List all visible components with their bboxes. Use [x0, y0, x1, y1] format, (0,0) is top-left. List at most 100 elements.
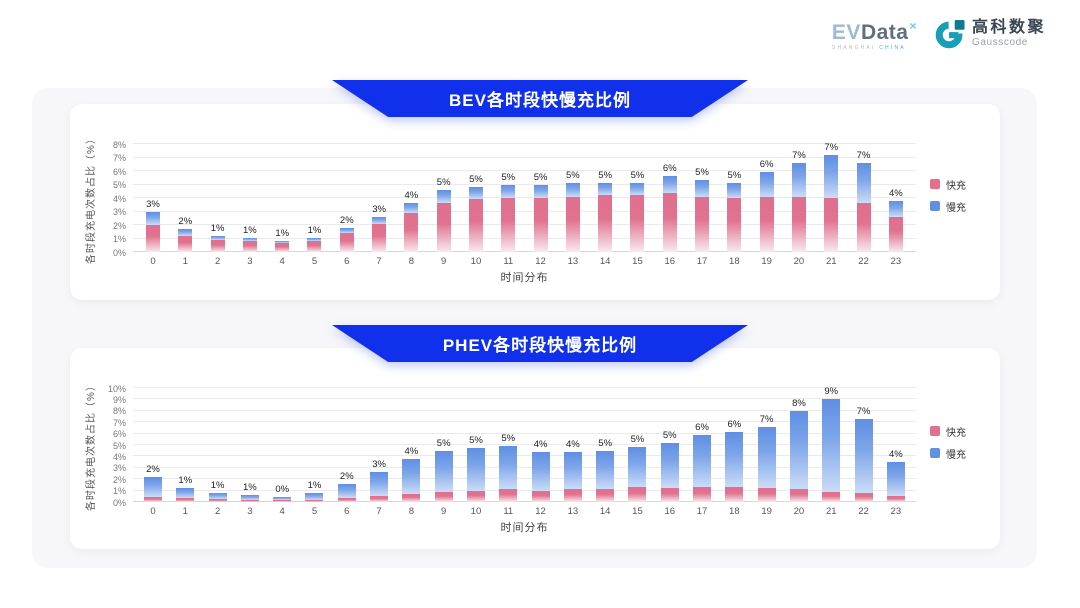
stacked-bar: 1%: [208, 480, 227, 502]
bar-column: 7% 22: [851, 144, 877, 267]
stacked-bar: 6%: [725, 419, 744, 502]
bar-column: 1% 2: [205, 388, 231, 517]
phev-chart-card: 各时段充电次数占比（%） 0% 1% 2% 3% 4% 5% 6% 7% 8% 9% 10% 2% 0…: [70, 348, 1000, 549]
gausscode-wordmark: 高科数聚 Gausscode: [972, 19, 1046, 48]
bar-segment-fast: [210, 239, 225, 252]
x-tick-label: 18: [729, 506, 740, 517]
bar-segment-slow: [434, 450, 453, 492]
bar-segment-slow: [757, 426, 776, 489]
x-tick-label: 3: [247, 256, 253, 267]
stacked-bar: 5%: [468, 174, 483, 252]
bar-segment-slow: [208, 492, 227, 500]
header-logos: EVData× SHANGHAI CHINA 高科数聚 Gausscode: [832, 16, 1046, 51]
gridline: [133, 421, 916, 423]
bar-segment-fast: [499, 489, 518, 502]
bar-value-label: 5%: [436, 176, 451, 188]
bar-value-label: 7%: [856, 149, 871, 161]
stacked-bar: 5%: [695, 167, 710, 252]
bar-column: 5% 14: [592, 144, 618, 267]
bar-value-label: 5%: [565, 170, 580, 182]
bar-column: 5% 17: [689, 144, 715, 267]
x-tick-label: 1: [182, 506, 188, 517]
bar-segment-fast: [598, 195, 613, 252]
gridline: [133, 432, 916, 434]
bar-segment-slow: [242, 237, 257, 242]
bar-value-label: 7%: [792, 149, 806, 161]
bar-segment-fast: [533, 198, 548, 252]
bar-segment-slow: [563, 451, 582, 490]
bar-segment-slow: [404, 203, 419, 213]
bar-column: 2% 1: [172, 144, 198, 267]
bar-column: 1% 2: [205, 144, 231, 267]
stacked-bar: 2%: [144, 464, 162, 502]
bar-segment-slow: [466, 448, 485, 491]
phev-chart: 各时段充电次数占比（%） 0% 1% 2% 3% 4% 5% 6% 7% 8% 9% 10% 2% 0…: [70, 348, 1000, 535]
bar-segment-slow: [337, 484, 356, 499]
x-tick-label: 20: [793, 256, 805, 267]
bar-segment-fast: [176, 498, 195, 502]
gausscode-name-cn: 高科数聚: [971, 19, 1046, 36]
bar-segment-slow: [531, 451, 550, 491]
x-tick-label: 4: [279, 256, 285, 267]
legend-label: 慢充: [946, 202, 966, 214]
bar-segment-fast: [856, 203, 871, 252]
bar-segment-slow: [854, 418, 873, 493]
stacked-bar: 5%: [630, 170, 645, 252]
bar-segment-fast: [434, 491, 453, 502]
bar-segment-slow: [176, 488, 195, 499]
y-tick-label: 10%: [107, 383, 126, 394]
bar-segment-fast: [501, 198, 516, 252]
bar-segment-slow: [759, 172, 774, 197]
bar-value-label: 3%: [372, 459, 386, 471]
bev-plot-row: 0% 1% 2% 3% 4% 5% 6% 7% 8% 3% 0 2% 1 1% 2 1% 3 1% 4 1% 5 2% 6…: [88, 140, 992, 268]
bar-segment-slow: [824, 154, 839, 198]
bar-column: 5% 10: [463, 144, 489, 267]
bar-value-label: 1%: [210, 479, 225, 491]
y-tick-label: 3%: [112, 463, 126, 474]
legend-item-fast[interactable]: 快充: [930, 177, 992, 192]
legend-item-slow[interactable]: 慢充: [930, 446, 992, 461]
y-tick-label: 3%: [112, 207, 126, 217]
gridline: [133, 197, 916, 198]
y-tick-label: 7%: [112, 417, 126, 428]
bar-segment-slow: [178, 229, 193, 236]
legend-item-slow[interactable]: 慢充: [930, 199, 992, 214]
stacked-bar: 4%: [886, 449, 905, 502]
bar-segment-slow: [822, 399, 841, 492]
bar-value-label: 6%: [695, 421, 709, 433]
evdata-ev-text: EV: [831, 21, 861, 44]
legend-item-fast[interactable]: 快充: [930, 424, 992, 439]
stacked-bar: 5%: [596, 438, 615, 502]
bar-column: 5% 14: [592, 388, 618, 517]
stacked-bar: 4%: [402, 446, 421, 502]
x-tick-label: 10: [470, 506, 482, 517]
gridline: [133, 210, 916, 212]
bar-segment-fast: [531, 490, 550, 502]
bar-segment-slow: [660, 442, 679, 489]
stacked-bar: 4%: [531, 439, 550, 502]
x-axis-title: 时间分布: [500, 522, 549, 534]
stacked-bar: 5%: [727, 170, 742, 252]
bar-segment-fast: [337, 498, 356, 502]
bar-segment-fast: [596, 489, 615, 502]
bar-column: 5% 15: [624, 388, 650, 517]
evdata-data-text: Data: [860, 21, 909, 44]
bar-value-label: 4%: [888, 449, 903, 461]
bar-value-label: 5%: [598, 170, 613, 182]
bar-segment-fast: [242, 241, 257, 252]
y-tick-label: 9%: [112, 394, 126, 405]
x-tick-label: 4: [279, 506, 285, 517]
bar-segment-slow: [210, 235, 225, 240]
bar-segment-slow: [533, 184, 548, 198]
bar-value-label: 9%: [824, 386, 839, 398]
y-tick-label: 0%: [112, 247, 126, 258]
gridline: [133, 489, 916, 491]
bar-value-label: 6%: [727, 419, 742, 431]
stacked-bar: 7%: [824, 142, 839, 252]
x-tick-label: 1: [182, 256, 188, 267]
bar-value-label: 2%: [339, 214, 354, 226]
x-tick-label: 9: [441, 506, 447, 517]
bar-value-label: 3%: [372, 203, 386, 215]
stacked-bar: 2%: [178, 216, 193, 252]
stacked-bar: 5%: [466, 435, 485, 502]
